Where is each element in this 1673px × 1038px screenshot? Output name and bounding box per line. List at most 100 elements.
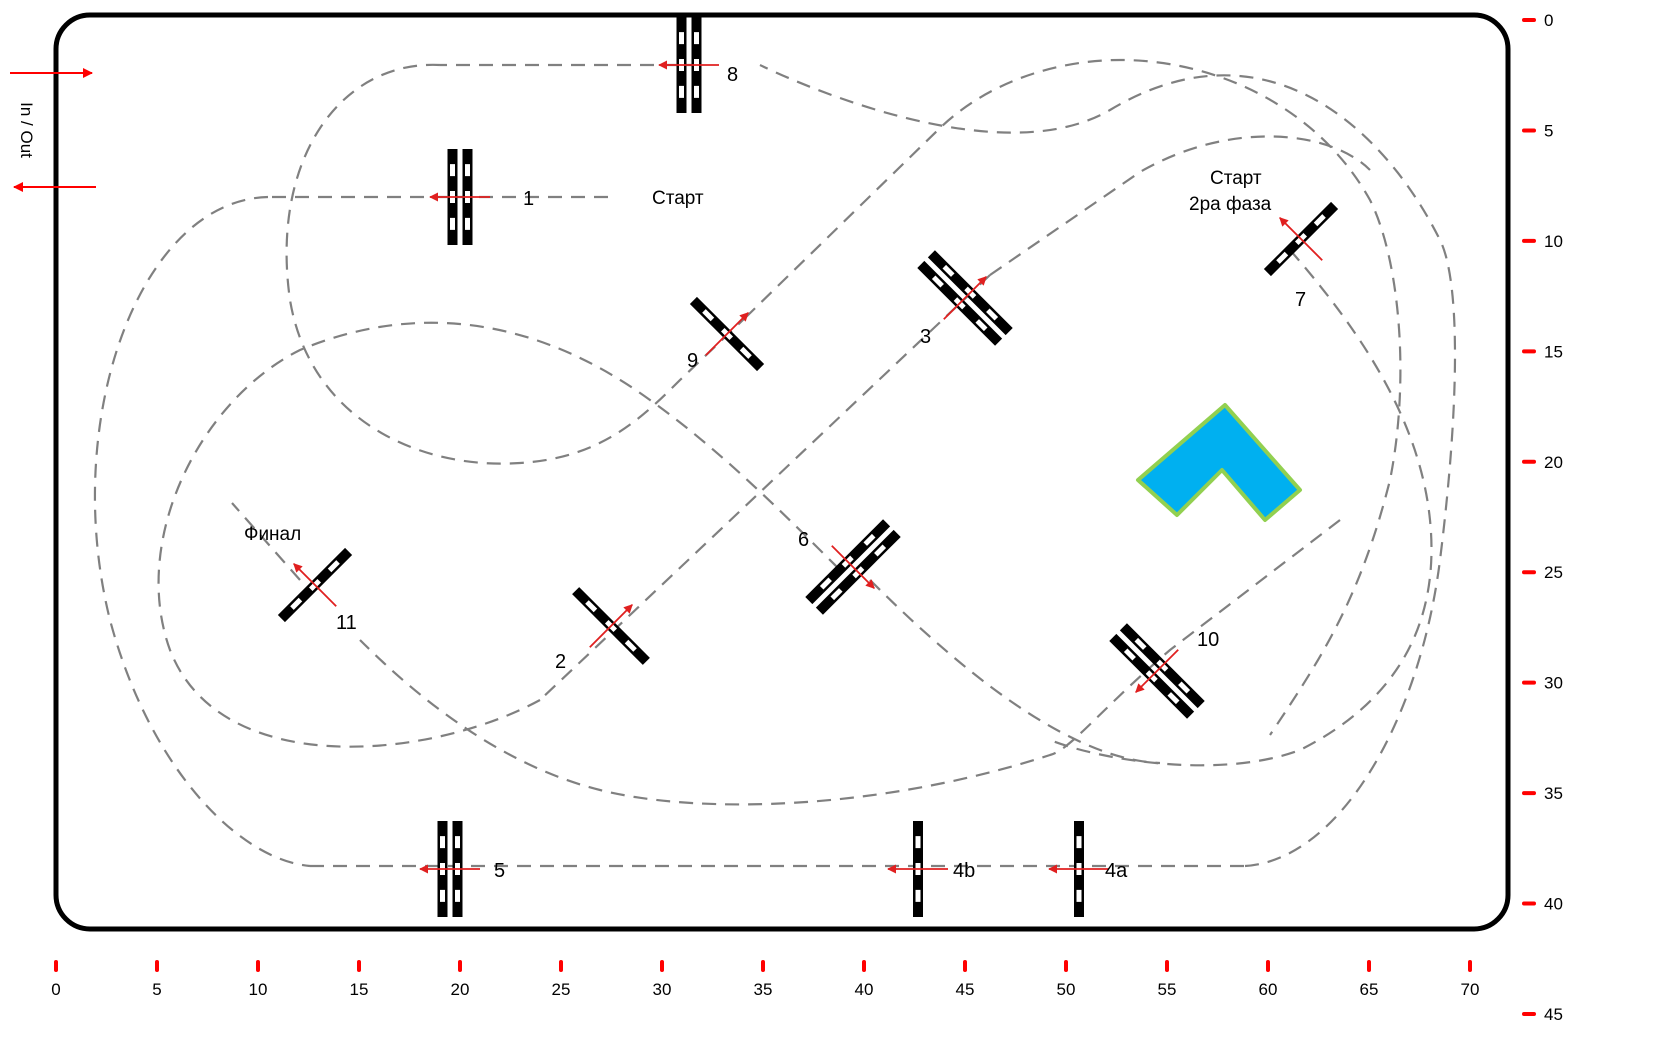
gate-3-mark-2-3	[986, 308, 999, 321]
x-tick-label: 50	[1057, 980, 1076, 999]
path-gate10-to-gate11	[359, 519, 1341, 806]
gate-label-10: 10	[1197, 629, 1219, 651]
gate-5	[419, 821, 480, 917]
gate-1-mark-1-1	[450, 164, 455, 177]
x-tick-label: 45	[956, 980, 975, 999]
x-axis: 0 5 10 15 20 25 30 35 40 45 50 55 60 65 70	[51, 960, 1479, 999]
gate-label-1: 1	[523, 188, 534, 210]
gate-11	[277, 547, 353, 623]
gate-5-mark-2-1	[455, 836, 460, 849]
gate-8-mark-1-1	[679, 32, 684, 45]
gate-6-mark-2-3	[863, 533, 876, 546]
gate-7	[1263, 201, 1339, 277]
gate-9	[689, 296, 765, 372]
path-right-outer	[759, 64, 1457, 868]
gates	[277, 17, 1339, 917]
final-label: Финал	[244, 524, 301, 545]
arena-border	[53, 12, 1511, 932]
gate-10-mark-1-3	[1167, 692, 1180, 705]
x-tick-label: 30	[653, 980, 672, 999]
annotations: Старт Старт 2ра фаза Финал	[244, 168, 1272, 545]
x-tick-label: 35	[754, 980, 773, 999]
gate-7-mark-1-3	[1313, 214, 1326, 227]
gate-1	[429, 149, 490, 245]
y-tick-label: 0	[1544, 11, 1553, 30]
path-gate9-to-top	[744, 58, 1402, 736]
x-tick-label: 55	[1158, 980, 1177, 999]
x-tick-label: 5	[152, 980, 161, 999]
gate-9-mark-1-3	[739, 346, 752, 359]
gate-10	[1109, 623, 1205, 719]
gate-label-9: 9	[687, 350, 698, 372]
path-loop-left-outer	[93, 195, 311, 868]
start-label: Старт	[652, 188, 704, 209]
path-gate7-down	[1049, 249, 1433, 767]
x-tick-label: 0	[51, 980, 60, 999]
gate-5-mark-2-3	[455, 889, 460, 902]
path-loop-upper-left	[285, 63, 746, 465]
gate-label-2: 2	[555, 651, 566, 673]
gate-8-mark-1-3	[679, 85, 684, 98]
x-tick-label: 15	[350, 980, 369, 999]
gate-2	[572, 587, 650, 665]
pond-obstacle	[1136, 403, 1302, 522]
x-tick-label: 65	[1360, 980, 1379, 999]
gate-8	[658, 17, 719, 113]
start-phase2-label-line1: Старт	[1210, 168, 1262, 189]
start-phase2-label-line2: 2ра фаза	[1189, 194, 1272, 215]
gate-11-direction-arrow	[293, 563, 337, 607]
gate-label-3: 3	[920, 326, 931, 348]
entry-arrows: In / Out	[10, 68, 96, 192]
gate-2-direction-arrow	[589, 604, 633, 648]
y-axis: 0 5 10 15 20 25 30 35 40 45	[1522, 11, 1563, 1024]
x-tick-label: 25	[552, 980, 571, 999]
x-tick-label: 40	[855, 980, 874, 999]
gate-6	[805, 519, 901, 615]
gate-10-mark-2-1	[1134, 637, 1147, 650]
y-tick-label: 35	[1544, 784, 1563, 803]
gate-label-4a: 4a	[1105, 860, 1128, 882]
gate-4b	[887, 821, 948, 917]
gate-1-mark-2-3	[465, 217, 470, 230]
gate-6-mark-2-1	[819, 577, 832, 590]
gate-4a	[1048, 821, 1109, 917]
y-tick-label: 5	[1544, 121, 1553, 140]
gate-label-6: 6	[798, 529, 809, 551]
y-tick-label: 25	[1544, 563, 1563, 582]
gate-8-mark-2-3	[694, 85, 699, 98]
gate-11-mark-1-1	[290, 597, 303, 610]
x-tick-label: 10	[249, 980, 268, 999]
gate-7-mark-1-1	[1276, 251, 1289, 264]
gate-label-7: 7	[1295, 289, 1306, 311]
gate-6-mark-1-1	[830, 588, 843, 601]
gate-4b-mark-1-3	[915, 889, 921, 902]
in-out-label: In / Out	[17, 102, 36, 158]
y-tick-label: 30	[1544, 674, 1563, 693]
gate-11-mark-1-3	[327, 560, 340, 573]
gate-1-mark-1-3	[450, 217, 455, 230]
x-tick-label: 20	[451, 980, 470, 999]
gate-2-mark-1-1	[585, 600, 598, 613]
y-tick-label: 10	[1544, 232, 1563, 251]
gate-1-mark-2-1	[465, 164, 470, 177]
path-gate6-to-gate10	[869, 579, 1161, 765]
gate-9-mark-1-1	[702, 309, 715, 322]
x-tick-label: 60	[1259, 980, 1278, 999]
gate-label-5: 5	[494, 860, 505, 882]
y-tick-label: 15	[1544, 342, 1563, 361]
path-gate3-diagonal	[989, 135, 1371, 276]
gate-9-direction-arrow	[705, 312, 749, 356]
gate-5-mark-1-3	[440, 889, 445, 902]
y-tick-label: 45	[1544, 1005, 1563, 1024]
y-tick-label: 40	[1544, 895, 1563, 914]
gate-10-direction-arrow	[1135, 649, 1179, 693]
gate-4b-mark-1-1	[915, 836, 921, 849]
y-tick-label: 20	[1544, 453, 1563, 472]
path-inner-loop	[157, 321, 841, 748]
gate-3-mark-2-1	[942, 264, 955, 277]
gate-6-direction-arrow	[831, 545, 875, 589]
flight-path	[93, 58, 1457, 868]
gate-6-mark-1-3	[874, 544, 887, 557]
gate-3	[917, 250, 1013, 346]
